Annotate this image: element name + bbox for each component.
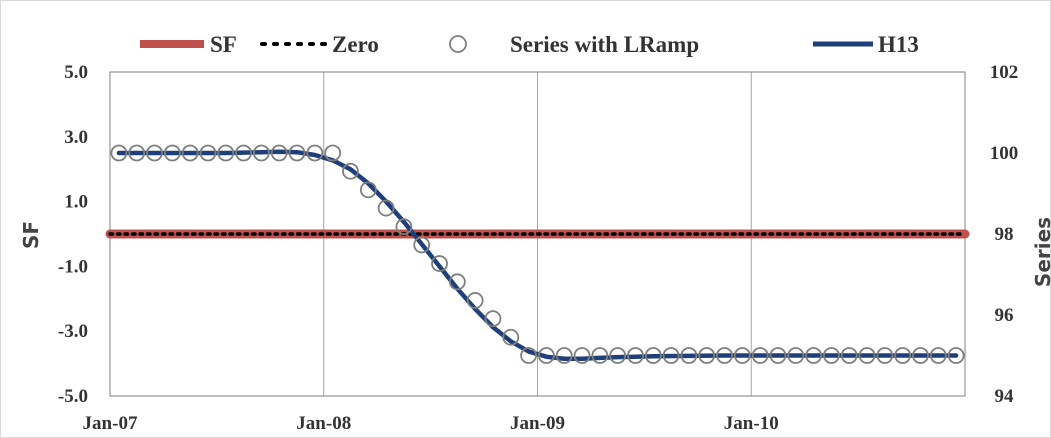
left-axis-ticks: 5.0 3.0 1.0 -1.0 -3.0 -5.0 <box>58 62 88 407</box>
series-lramp-point <box>876 347 894 364</box>
series-lramp-point <box>662 347 680 364</box>
series-lramp-point <box>733 347 751 364</box>
legend-lramp-label: Series with LRamp <box>510 32 699 57</box>
series-layer <box>105 144 970 364</box>
series-lramp-point <box>769 347 787 364</box>
series-lramp-point <box>751 347 769 364</box>
right-tick-label: 100 <box>990 143 1019 164</box>
series-lramp-point <box>448 273 466 291</box>
series-lramp-point <box>627 347 644 364</box>
series-lramp-point <box>805 347 822 364</box>
series-lramp-point <box>894 347 912 364</box>
legend-zero-label: Zero <box>332 32 379 57</box>
series-lramp-point <box>181 144 199 162</box>
series-lramp-point <box>359 181 377 199</box>
x-tick-label: Jan-10 <box>724 413 779 434</box>
series-lramp-point <box>324 144 342 162</box>
series-lramp-point <box>520 347 537 364</box>
series-lramp-point <box>270 144 288 162</box>
x-tick-label: Jan-09 <box>510 413 565 434</box>
series-lramp-point <box>253 144 270 162</box>
series-lramp-point <box>377 199 395 217</box>
series-lramp-point <box>698 347 716 364</box>
series-lramp-point <box>912 347 929 364</box>
series-lramp-point <box>502 328 520 346</box>
left-tick-label: 5.0 <box>64 62 88 83</box>
series-lramp-point <box>199 144 217 162</box>
right-tick-label: 96 <box>995 305 1014 326</box>
right-axis-ticks: 102 100 98 96 94 <box>990 62 1019 407</box>
x-axis-ticks: Jan-07 Jan-08 Jan-09 Jan-10 <box>83 413 779 434</box>
series-lramp-point <box>538 347 555 364</box>
legend-lramp-swatch <box>449 35 467 53</box>
series-lramp-point <box>235 144 252 162</box>
series-lramp-point <box>431 255 448 272</box>
right-tick-label: 94 <box>995 386 1015 407</box>
series-lramp-point <box>110 144 128 162</box>
x-tick-label: Jan-07 <box>83 413 138 434</box>
series-lramp-point <box>146 144 163 162</box>
series-lramp-point <box>484 310 502 328</box>
series-lramp-point <box>573 347 591 364</box>
right-tick-label: 102 <box>990 62 1019 83</box>
series-h13-line <box>116 149 959 361</box>
series-lramp-point <box>716 347 733 364</box>
series-lramp-point <box>128 144 146 162</box>
series-lramp-point <box>288 144 306 162</box>
series-lramp-point <box>413 236 431 254</box>
series-lramp-point <box>466 292 484 309</box>
left-tick-label: -1.0 <box>58 256 88 277</box>
series-lramp-point <box>342 162 359 180</box>
series-lramp-point <box>591 347 609 364</box>
series-lramp-point <box>947 347 965 364</box>
right-tick-label: 98 <box>995 224 1014 245</box>
series-lramp-point <box>217 144 235 162</box>
series-lramp-point <box>787 347 805 364</box>
series-lramp-point <box>306 144 324 162</box>
series-lramp-point <box>858 347 876 364</box>
right-axis-title: Series <box>1031 217 1051 287</box>
series-lramp-point <box>929 347 947 364</box>
series-lramp-point <box>163 144 181 162</box>
legend-h13-label: H13 <box>878 32 919 57</box>
series-lramp-point <box>823 347 840 364</box>
legend: SF Zero Series with LRamp H13 <box>140 32 919 57</box>
series-lramp-point <box>680 347 698 364</box>
left-tick-label: -5.0 <box>58 386 88 407</box>
series-lramp-point <box>395 218 413 236</box>
series-lramp-point <box>644 347 662 364</box>
series-lramp-point <box>840 347 858 364</box>
x-tick-label: Jan-08 <box>296 413 351 434</box>
left-tick-label: 3.0 <box>64 127 88 148</box>
left-tick-label: -3.0 <box>58 321 88 342</box>
series-lramp-point <box>555 347 573 364</box>
left-axis-title: SF <box>19 221 43 249</box>
series-lramp-point <box>609 347 627 364</box>
left-tick-label: 1.0 <box>64 192 88 213</box>
legend-sf-label: SF <box>210 32 237 57</box>
